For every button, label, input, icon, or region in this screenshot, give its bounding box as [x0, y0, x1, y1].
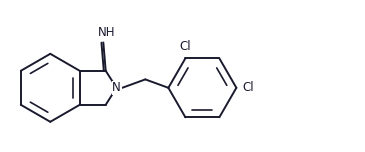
- Text: NH: NH: [98, 26, 116, 39]
- Text: Cl: Cl: [242, 81, 254, 94]
- Text: Cl: Cl: [180, 40, 191, 53]
- Text: N: N: [112, 81, 121, 94]
